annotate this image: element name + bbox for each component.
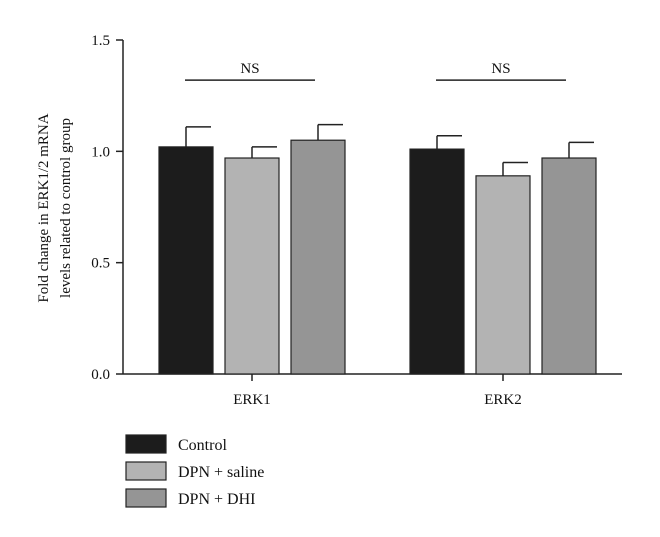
y-tick-label: 1.0 — [91, 144, 110, 160]
y-axis-title: Fold change in ERK1/2 mRNA levels relate… — [36, 113, 74, 302]
significance-label: NS — [491, 61, 510, 77]
legend: Control DPN + saline DPN + DHI — [125, 434, 264, 508]
bar — [409, 148, 465, 375]
legend-label: DPN + saline — [178, 464, 264, 481]
x-tick-label: ERK1 — [233, 392, 271, 408]
bar — [158, 146, 214, 375]
legend-swatch — [125, 434, 167, 454]
significance-annotations: NS NS — [185, 61, 566, 81]
bars — [158, 123, 597, 375]
y-tick-label: 1.5 — [91, 33, 110, 49]
bar — [290, 139, 346, 375]
legend-swatch — [125, 461, 167, 481]
bar — [224, 157, 280, 375]
x-tick-label: ERK2 — [484, 392, 522, 408]
legend-swatch — [125, 488, 167, 508]
legend-label: DPN + DHI — [178, 491, 255, 508]
significance-label: NS — [240, 61, 259, 77]
bar — [541, 157, 597, 375]
legend-label: Control — [178, 437, 227, 454]
y-axis-title-line-1: Fold change in ERK1/2 mRNA — [36, 113, 52, 302]
y-axis-title-line-2: levels related to control group — [58, 118, 74, 298]
y-tick-label: 0.5 — [91, 256, 110, 272]
bar — [475, 175, 531, 375]
y-tick-label: 0.0 — [91, 367, 110, 383]
